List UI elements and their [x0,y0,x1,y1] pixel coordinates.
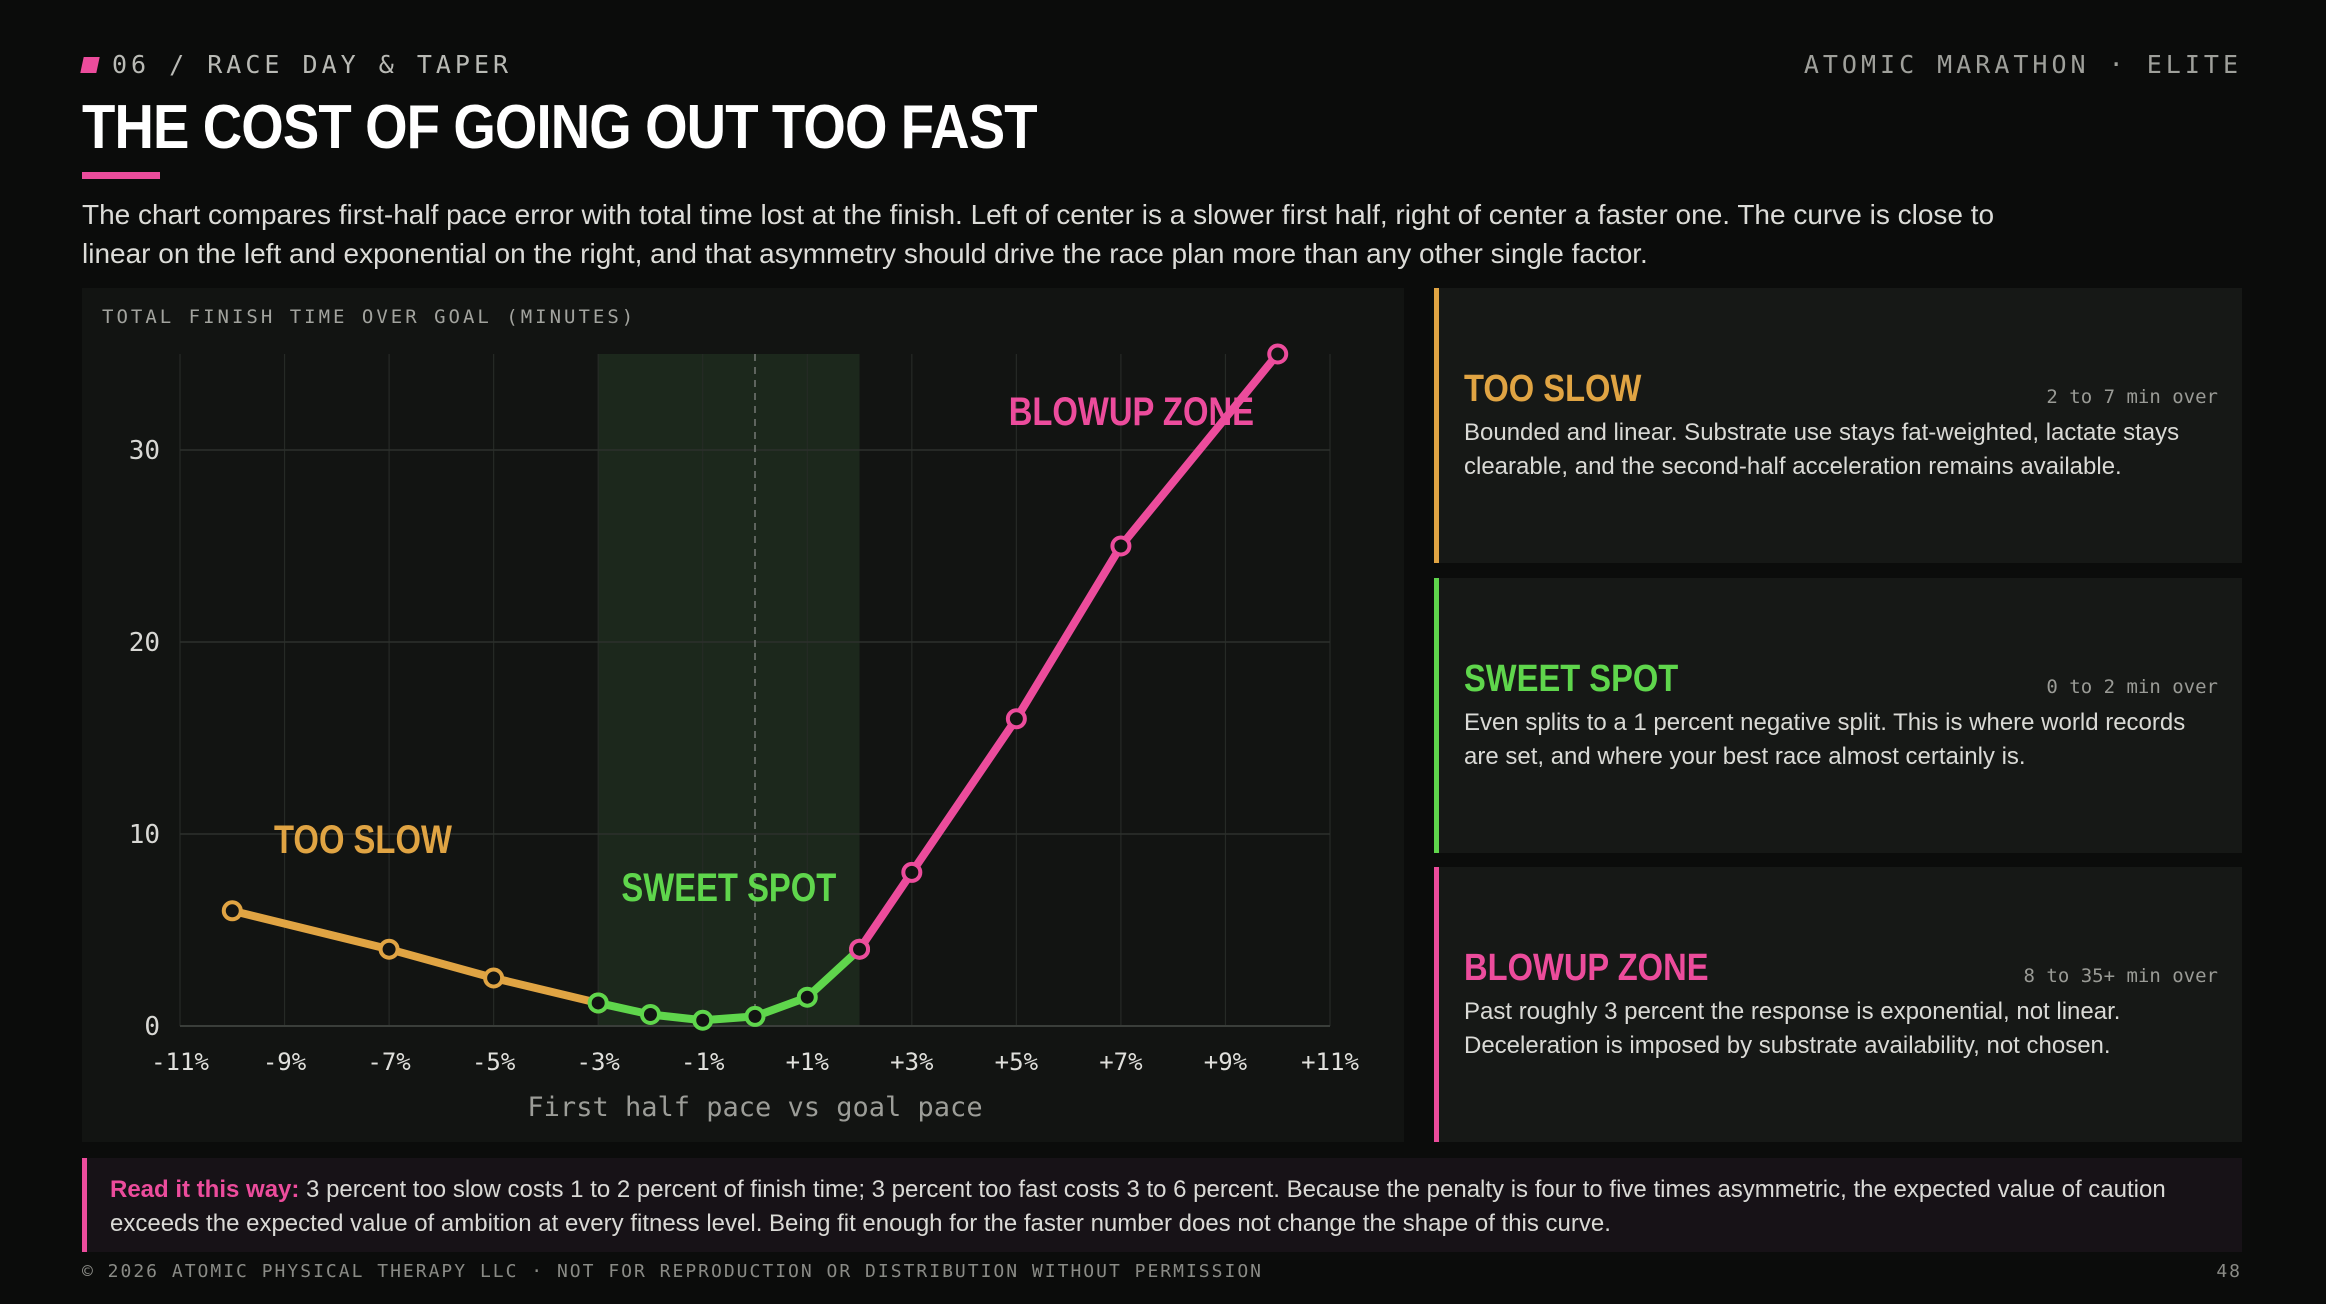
card-stripe [1434,578,1439,853]
data-point [221,900,243,922]
y-axis-title: TOTAL FINISH TIME OVER GOAL (MINUTES) [102,306,637,328]
y-tick-label: 10 [129,820,160,850]
zone-annotation: SWEET SPOT [621,865,836,910]
section-kicker: 06 / RACE DAY & TAPER [80,50,513,79]
zone-annotation: TOO SLOW [274,817,452,862]
data-point [378,938,400,960]
card-body: Past roughly 3 percent the response is e… [1464,998,2121,1059]
read-it-callout: Read it this way: 3 percent too slow cos… [82,1158,2242,1252]
card-body: Bounded and linear. Substrate use stays … [1464,419,2180,480]
x-tick-label: +5% [995,1048,1039,1076]
card-blowup-zone: BLOWUP ZONE 8 to 35+ min over Past rough… [1434,867,2242,1142]
page-number: 48 [2216,1261,2242,1282]
data-point [483,967,505,989]
chart-panel: TOTAL FINISH TIME OVER GOAL (MINUTES) 0 1… [82,288,1404,1142]
x-tick-label: -11% [151,1048,209,1076]
kicker-mark-icon [80,56,100,73]
card-title: TOO SLOW [1464,368,1642,410]
y-tick-label: 0 [144,1012,160,1042]
data-point [796,986,818,1008]
series-line [228,906,603,1007]
x-tick-label: +7% [1099,1048,1143,1076]
data-point [1005,708,1027,730]
x-tick-label: +9% [1204,1048,1248,1076]
card-title: SWEET SPOT [1464,658,1679,700]
card-range: 0 to 2 min over [2046,676,2218,698]
data-point [587,992,609,1014]
title-underline [82,172,160,179]
x-axis-title: First half pace vs goal pace [527,1092,982,1123]
card-stripe [1434,867,1439,1142]
kicker-text: 06 / RACE DAY & TAPER [112,50,513,79]
page-title: THE COST OF GOING OUT TOO FAST [82,93,1038,162]
data-point [849,938,871,960]
x-tick-label: -1% [681,1048,725,1076]
data-point [901,861,923,883]
callout-body: 3 percent too slow costs 1 to 2 percent … [110,1176,2166,1237]
x-tick-label: -7% [367,1048,411,1076]
x-tick-label: -5% [472,1048,516,1076]
data-point [1267,343,1289,365]
x-tick-label: +3% [890,1048,934,1076]
x-tick-label: -3% [577,1048,621,1076]
x-tick-label: -9% [263,1048,307,1076]
pace-error-chart: 0 10 20 30 -11% -9% -7% -5% -3% -1% +1% +3% +5% +7% +9… [129,343,1359,1123]
card-body: Even splits to a 1 percent negative spli… [1464,709,2186,770]
x-tick-label: +11% [1301,1048,1359,1076]
card-range: 8 to 35+ min over [2023,965,2218,987]
data-point [639,1003,661,1025]
data-point [744,1005,766,1027]
series-line [855,350,1282,954]
callout-lead: Read it this way: [110,1176,300,1203]
y-tick-label: 30 [129,436,160,466]
card-title: BLOWUP ZONE [1464,947,1709,989]
card-too-slow: TOO SLOW 2 to 7 min over Bounded and lin… [1434,288,2242,563]
data-point [1110,535,1132,557]
x-tick-label: +1% [786,1048,830,1076]
lede-paragraph: The chart compares first-half pace error… [82,199,1995,269]
brand-label: ATOMIC MARATHON · ELITE [1803,50,2242,79]
y-tick-label: 20 [129,628,160,658]
card-sweet-spot: SWEET SPOT 0 to 2 min over Even splits t… [1434,578,2242,853]
footer-copyright: © 2026 ATOMIC PHYSICAL THERAPY LLC · NOT… [82,1261,1263,1282]
callout-text: Read it this way: 3 percent too slow cos… [110,1173,2210,1241]
sweet-spot-band [598,354,860,1026]
zone-annotation: BLOWUP ZONE [1009,389,1254,434]
callout-stripe [82,1158,87,1252]
card-range: 2 to 7 min over [2046,386,2218,408]
card-stripe [1434,288,1439,563]
data-point [692,1009,714,1031]
